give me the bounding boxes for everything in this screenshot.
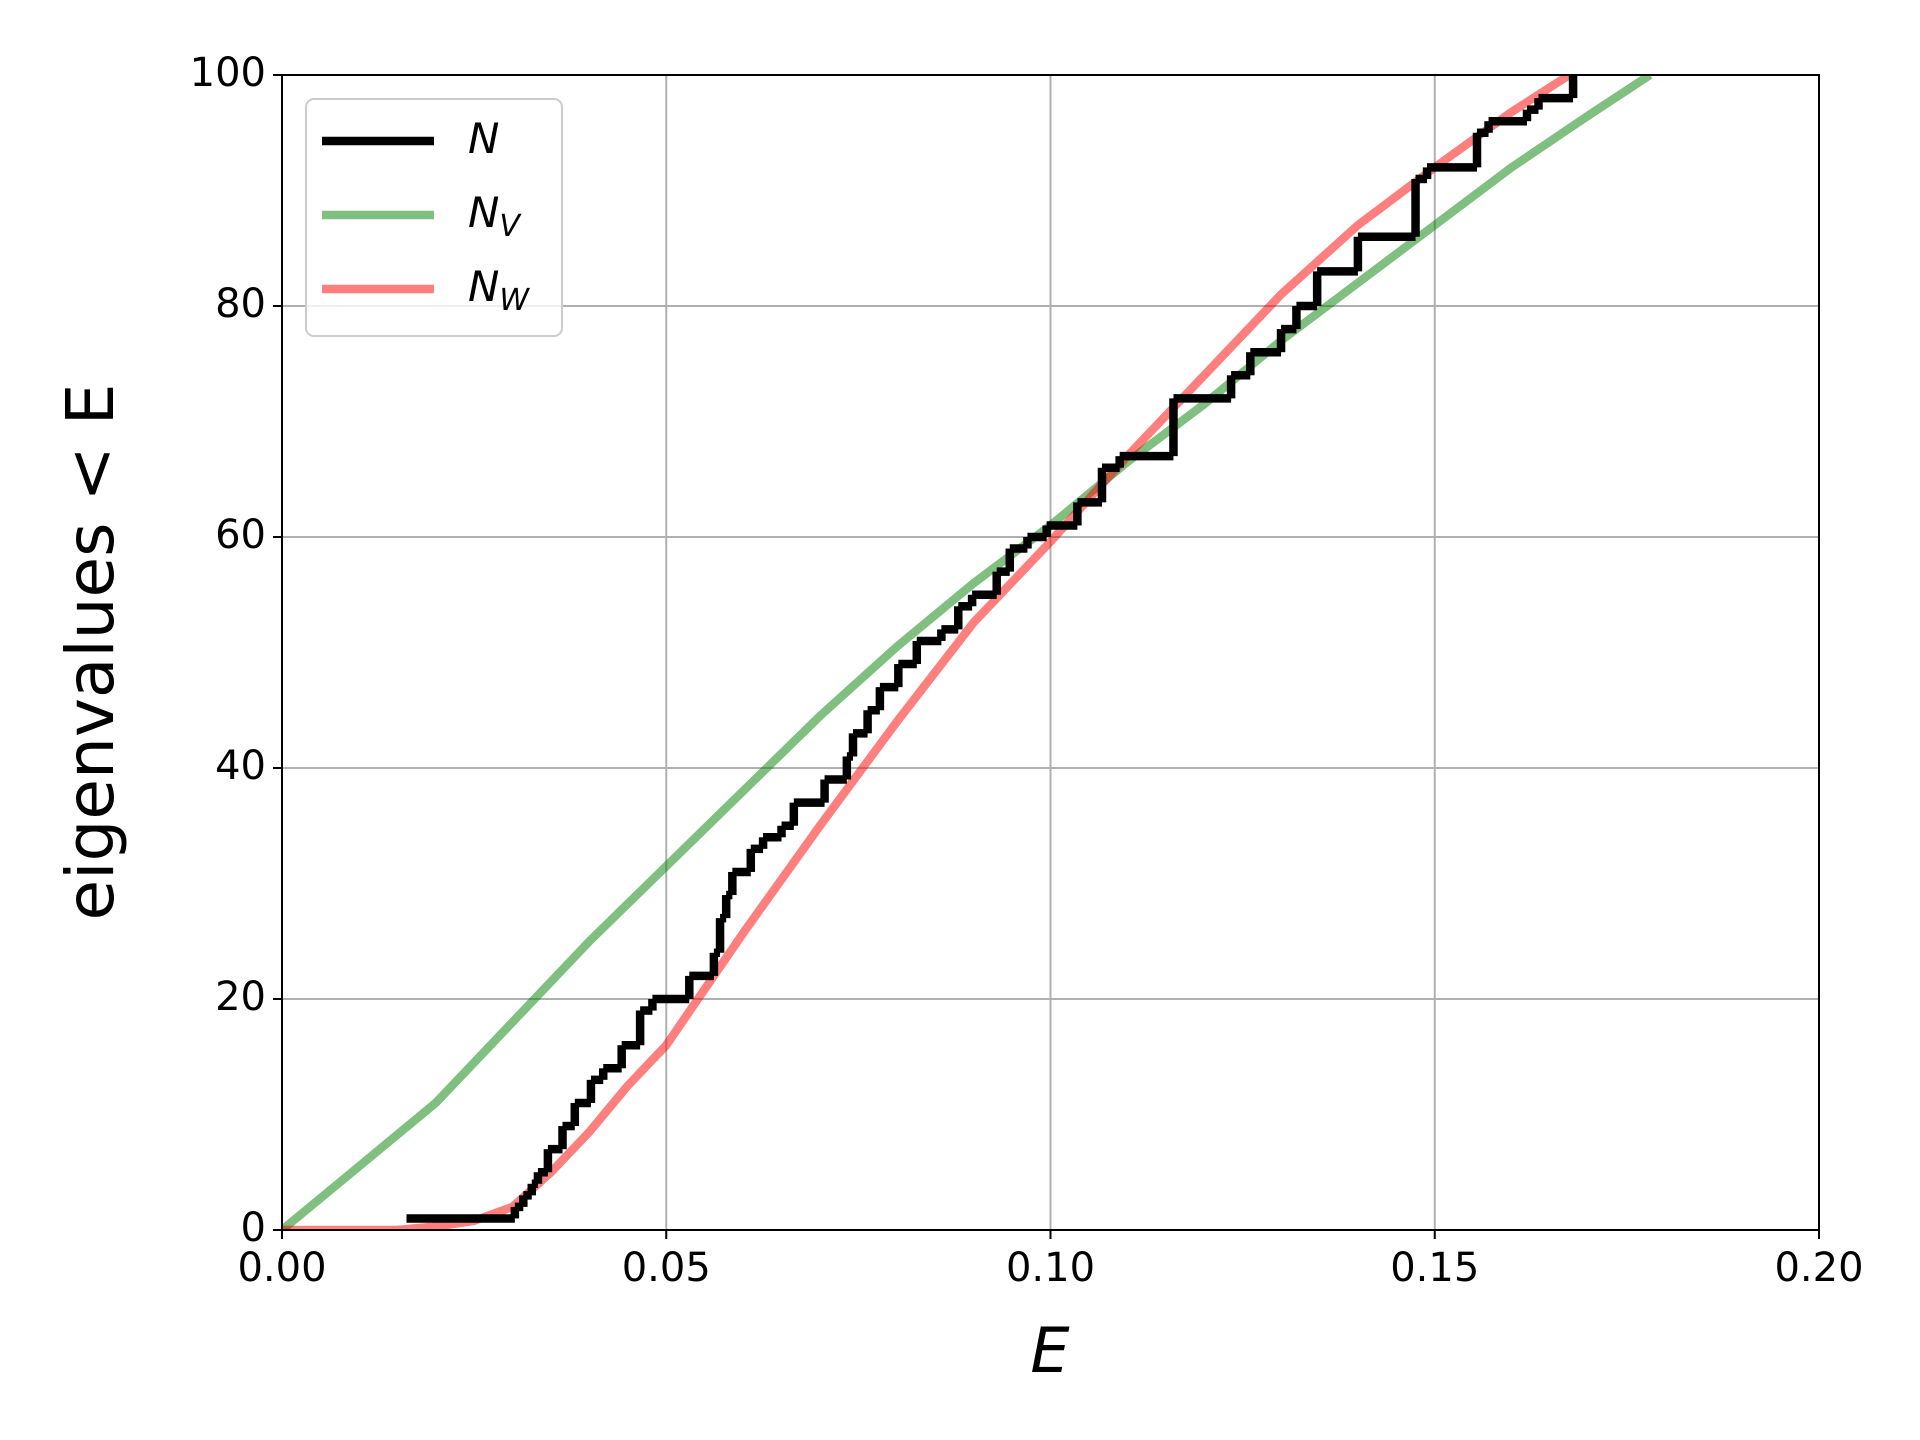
- y-tick-label: 60: [215, 512, 266, 558]
- series-line: [282, 75, 1653, 1230]
- y-tick-label: 40: [215, 743, 266, 789]
- legend-subscript: V: [499, 209, 522, 244]
- y-tick-label: 100: [190, 50, 266, 96]
- x-tick-label: 0.20: [1774, 1245, 1863, 1291]
- legend-label: N: [468, 114, 499, 163]
- series-n-steps: [406, 75, 1578, 1223]
- legend-label: NV: [468, 188, 522, 244]
- legend-subscript: W: [499, 283, 530, 318]
- legend-label: NW: [468, 262, 530, 318]
- y-tick-label: 20: [215, 974, 266, 1020]
- plot-area: [282, 75, 1653, 1230]
- x-tick-label: 0.15: [1390, 1245, 1479, 1291]
- legend-name: N: [468, 188, 499, 237]
- ticks: 0.00 0.05 0.10 0.15 0.20 0 20 40 60 80 100: [190, 50, 1864, 1291]
- x-tick-label: 0.00: [237, 1245, 326, 1291]
- legend-name: N: [468, 114, 499, 163]
- legend-name: N: [468, 262, 499, 311]
- x-axis-label: E: [1030, 1314, 1070, 1387]
- x-tick-label: 0.05: [622, 1245, 711, 1291]
- y-tick-label: 80: [215, 281, 266, 327]
- y-axis-label: eigenvalues < E: [52, 384, 129, 921]
- x-tick-label: 0.10: [1006, 1245, 1095, 1291]
- y-tick-label: 0: [241, 1205, 266, 1251]
